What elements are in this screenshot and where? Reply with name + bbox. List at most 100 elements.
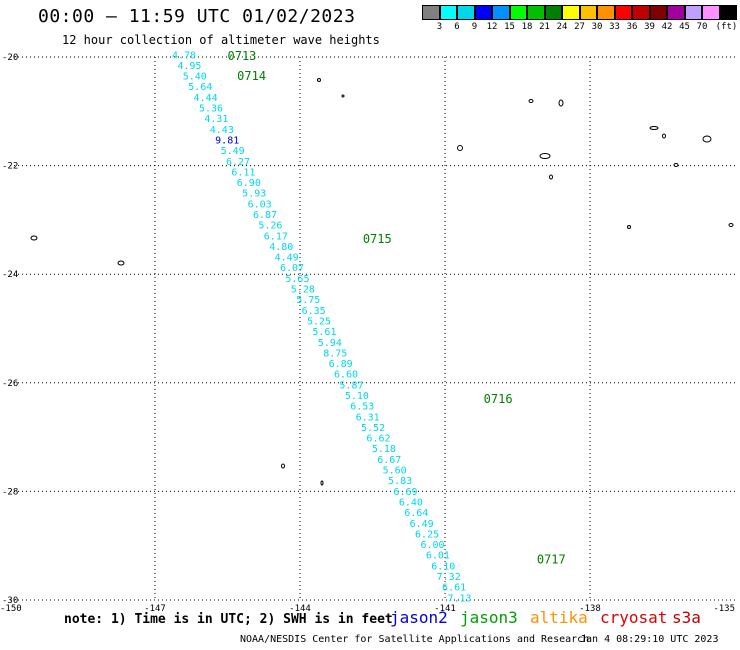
legend-swatch bbox=[649, 5, 667, 20]
x-tick-label: -150 bbox=[0, 604, 22, 614]
island-outline bbox=[627, 225, 631, 229]
island-outline bbox=[30, 235, 38, 241]
swh-value-label: 6.64 bbox=[404, 508, 428, 519]
island-outline bbox=[341, 94, 345, 98]
island-outline bbox=[281, 463, 285, 469]
legend-swatch bbox=[719, 5, 737, 20]
legend-label: 18 bbox=[521, 22, 533, 32]
pass-time-label: 0717 bbox=[537, 552, 566, 566]
swh-value-label: 5.94 bbox=[318, 338, 342, 349]
swh-value-label: 6.62 bbox=[366, 434, 390, 445]
swh-value-label: 6.69 bbox=[393, 487, 417, 498]
legend-label: 42 bbox=[661, 22, 673, 32]
legend-label: 36 bbox=[626, 22, 638, 32]
legend-label: 30 bbox=[591, 22, 603, 32]
swh-value-label: 5.64 bbox=[188, 82, 212, 93]
island-outline bbox=[673, 163, 679, 167]
y-tick-label: -28 bbox=[2, 487, 18, 497]
legend-label: 15 bbox=[504, 22, 515, 32]
x-tick-label: -135 bbox=[713, 604, 735, 614]
island-outline bbox=[457, 145, 463, 151]
y-tick-label: -24 bbox=[2, 270, 18, 280]
swh-value-label: 5.18 bbox=[372, 444, 396, 455]
legend-label: 21 bbox=[539, 22, 550, 32]
footer-note: note: 1) Time is in UTC; 2) SWH is in fe… bbox=[64, 612, 393, 627]
swh-value-label: 6.35 bbox=[302, 306, 326, 317]
legend-label: 45 bbox=[679, 22, 690, 32]
swh-value-label: 8.75 bbox=[323, 348, 347, 359]
axis-ticks: -150 -147 -144 -141 -138 -135 -20 -22 -24 -26 -28 -… bbox=[0, 53, 735, 614]
swh-value-label: 6.00 bbox=[420, 540, 444, 551]
swh-value-label: 6.67 bbox=[377, 455, 401, 466]
swh-value-label: 6.89 bbox=[329, 359, 353, 370]
y-tick-label: -26 bbox=[2, 379, 18, 389]
altimeter-track: 4.784.955.405.644.445.364.314.439.815.49… bbox=[172, 50, 472, 604]
swh-value-label: 6.10 bbox=[431, 561, 455, 572]
page-subtitle: 12 hour collection of altimeter wave hei… bbox=[62, 33, 380, 47]
satellite-name: s3a bbox=[672, 608, 701, 627]
swh-value-label: 6.61 bbox=[442, 583, 466, 594]
island-outline bbox=[728, 223, 734, 227]
islands bbox=[30, 78, 734, 486]
legend-swatch bbox=[684, 5, 702, 20]
swh-value-label: 5.93 bbox=[242, 189, 266, 200]
pass-time-labels: 0713 0714 0715 0716 0717 bbox=[228, 49, 566, 566]
swh-value-label: 6.01 bbox=[426, 551, 450, 562]
swh-value-label: 4.80 bbox=[269, 242, 293, 253]
y-tick-label: -20 bbox=[2, 53, 18, 63]
swh-value-label: 4.95 bbox=[177, 61, 201, 72]
swh-value-label: 4.78 bbox=[172, 50, 196, 61]
legend-swatch bbox=[702, 5, 720, 20]
swh-value-label: 5.87 bbox=[339, 380, 363, 391]
swh-value-label: 5.83 bbox=[388, 476, 412, 487]
swh-value-label: 6.31 bbox=[356, 412, 380, 423]
legend-swatch bbox=[614, 5, 632, 20]
swh-value-label: 6.11 bbox=[231, 167, 255, 178]
legend-label: 33 bbox=[609, 22, 620, 32]
generated-timestamp: Jan 4 08:29:10 UTC 2023 bbox=[580, 634, 719, 645]
swh-value-label: 5.75 bbox=[296, 295, 320, 306]
legend-swatch bbox=[562, 5, 580, 20]
swh-value-label: 5.52 bbox=[361, 423, 385, 434]
swh-value-label: 5.28 bbox=[291, 285, 315, 296]
swh-value-label: 6.60 bbox=[334, 370, 358, 381]
map-grid bbox=[10, 56, 735, 601]
swh-value-label: 6.17 bbox=[264, 231, 288, 242]
legend-swatch bbox=[457, 5, 475, 20]
swh-value-label: 6.03 bbox=[248, 199, 272, 210]
island-outline bbox=[649, 126, 659, 130]
pass-time-label: 0714 bbox=[237, 69, 266, 83]
swh-value-label: 6.25 bbox=[415, 529, 439, 540]
legend-label: 3 bbox=[436, 22, 443, 32]
swh-value-label: 9.81 bbox=[215, 135, 239, 146]
pass-time-label: 0715 bbox=[363, 232, 392, 246]
y-tick-label: -30 bbox=[2, 596, 18, 606]
island-outline bbox=[117, 260, 125, 266]
swh-value-label: 6.53 bbox=[350, 402, 374, 413]
swh-value-label: 5.61 bbox=[312, 327, 336, 338]
satellite-name: jason3 bbox=[460, 608, 518, 627]
x-tick-label: -144 bbox=[289, 604, 311, 614]
swh-value-label: 5.40 bbox=[183, 72, 207, 83]
x-tick-label: -138 bbox=[579, 604, 601, 614]
legend-swatch bbox=[439, 5, 457, 20]
island-outline bbox=[702, 135, 712, 143]
swh-value-label: 7.32 bbox=[437, 572, 461, 583]
satellite-name: jason2 bbox=[390, 608, 448, 627]
x-tick-label: -141 bbox=[434, 604, 456, 614]
swh-value-label: 4.49 bbox=[275, 253, 299, 264]
legend-swatch bbox=[527, 5, 545, 20]
legend-label: 9 bbox=[471, 22, 478, 32]
y-tick-label: -22 bbox=[2, 162, 18, 172]
swh-value-label: 5.36 bbox=[199, 104, 223, 115]
swh-value-label: 5.60 bbox=[383, 466, 407, 477]
legend-swatch bbox=[492, 5, 510, 20]
island-outline bbox=[320, 480, 324, 486]
swh-value-label: 4.43 bbox=[210, 125, 234, 136]
swh-value-label: 5.26 bbox=[258, 221, 282, 232]
swh-value-label: 4.44 bbox=[194, 93, 218, 104]
x-tick-label: -147 bbox=[144, 604, 166, 614]
legend-label: 27 bbox=[574, 22, 585, 32]
island-outline bbox=[528, 99, 534, 103]
